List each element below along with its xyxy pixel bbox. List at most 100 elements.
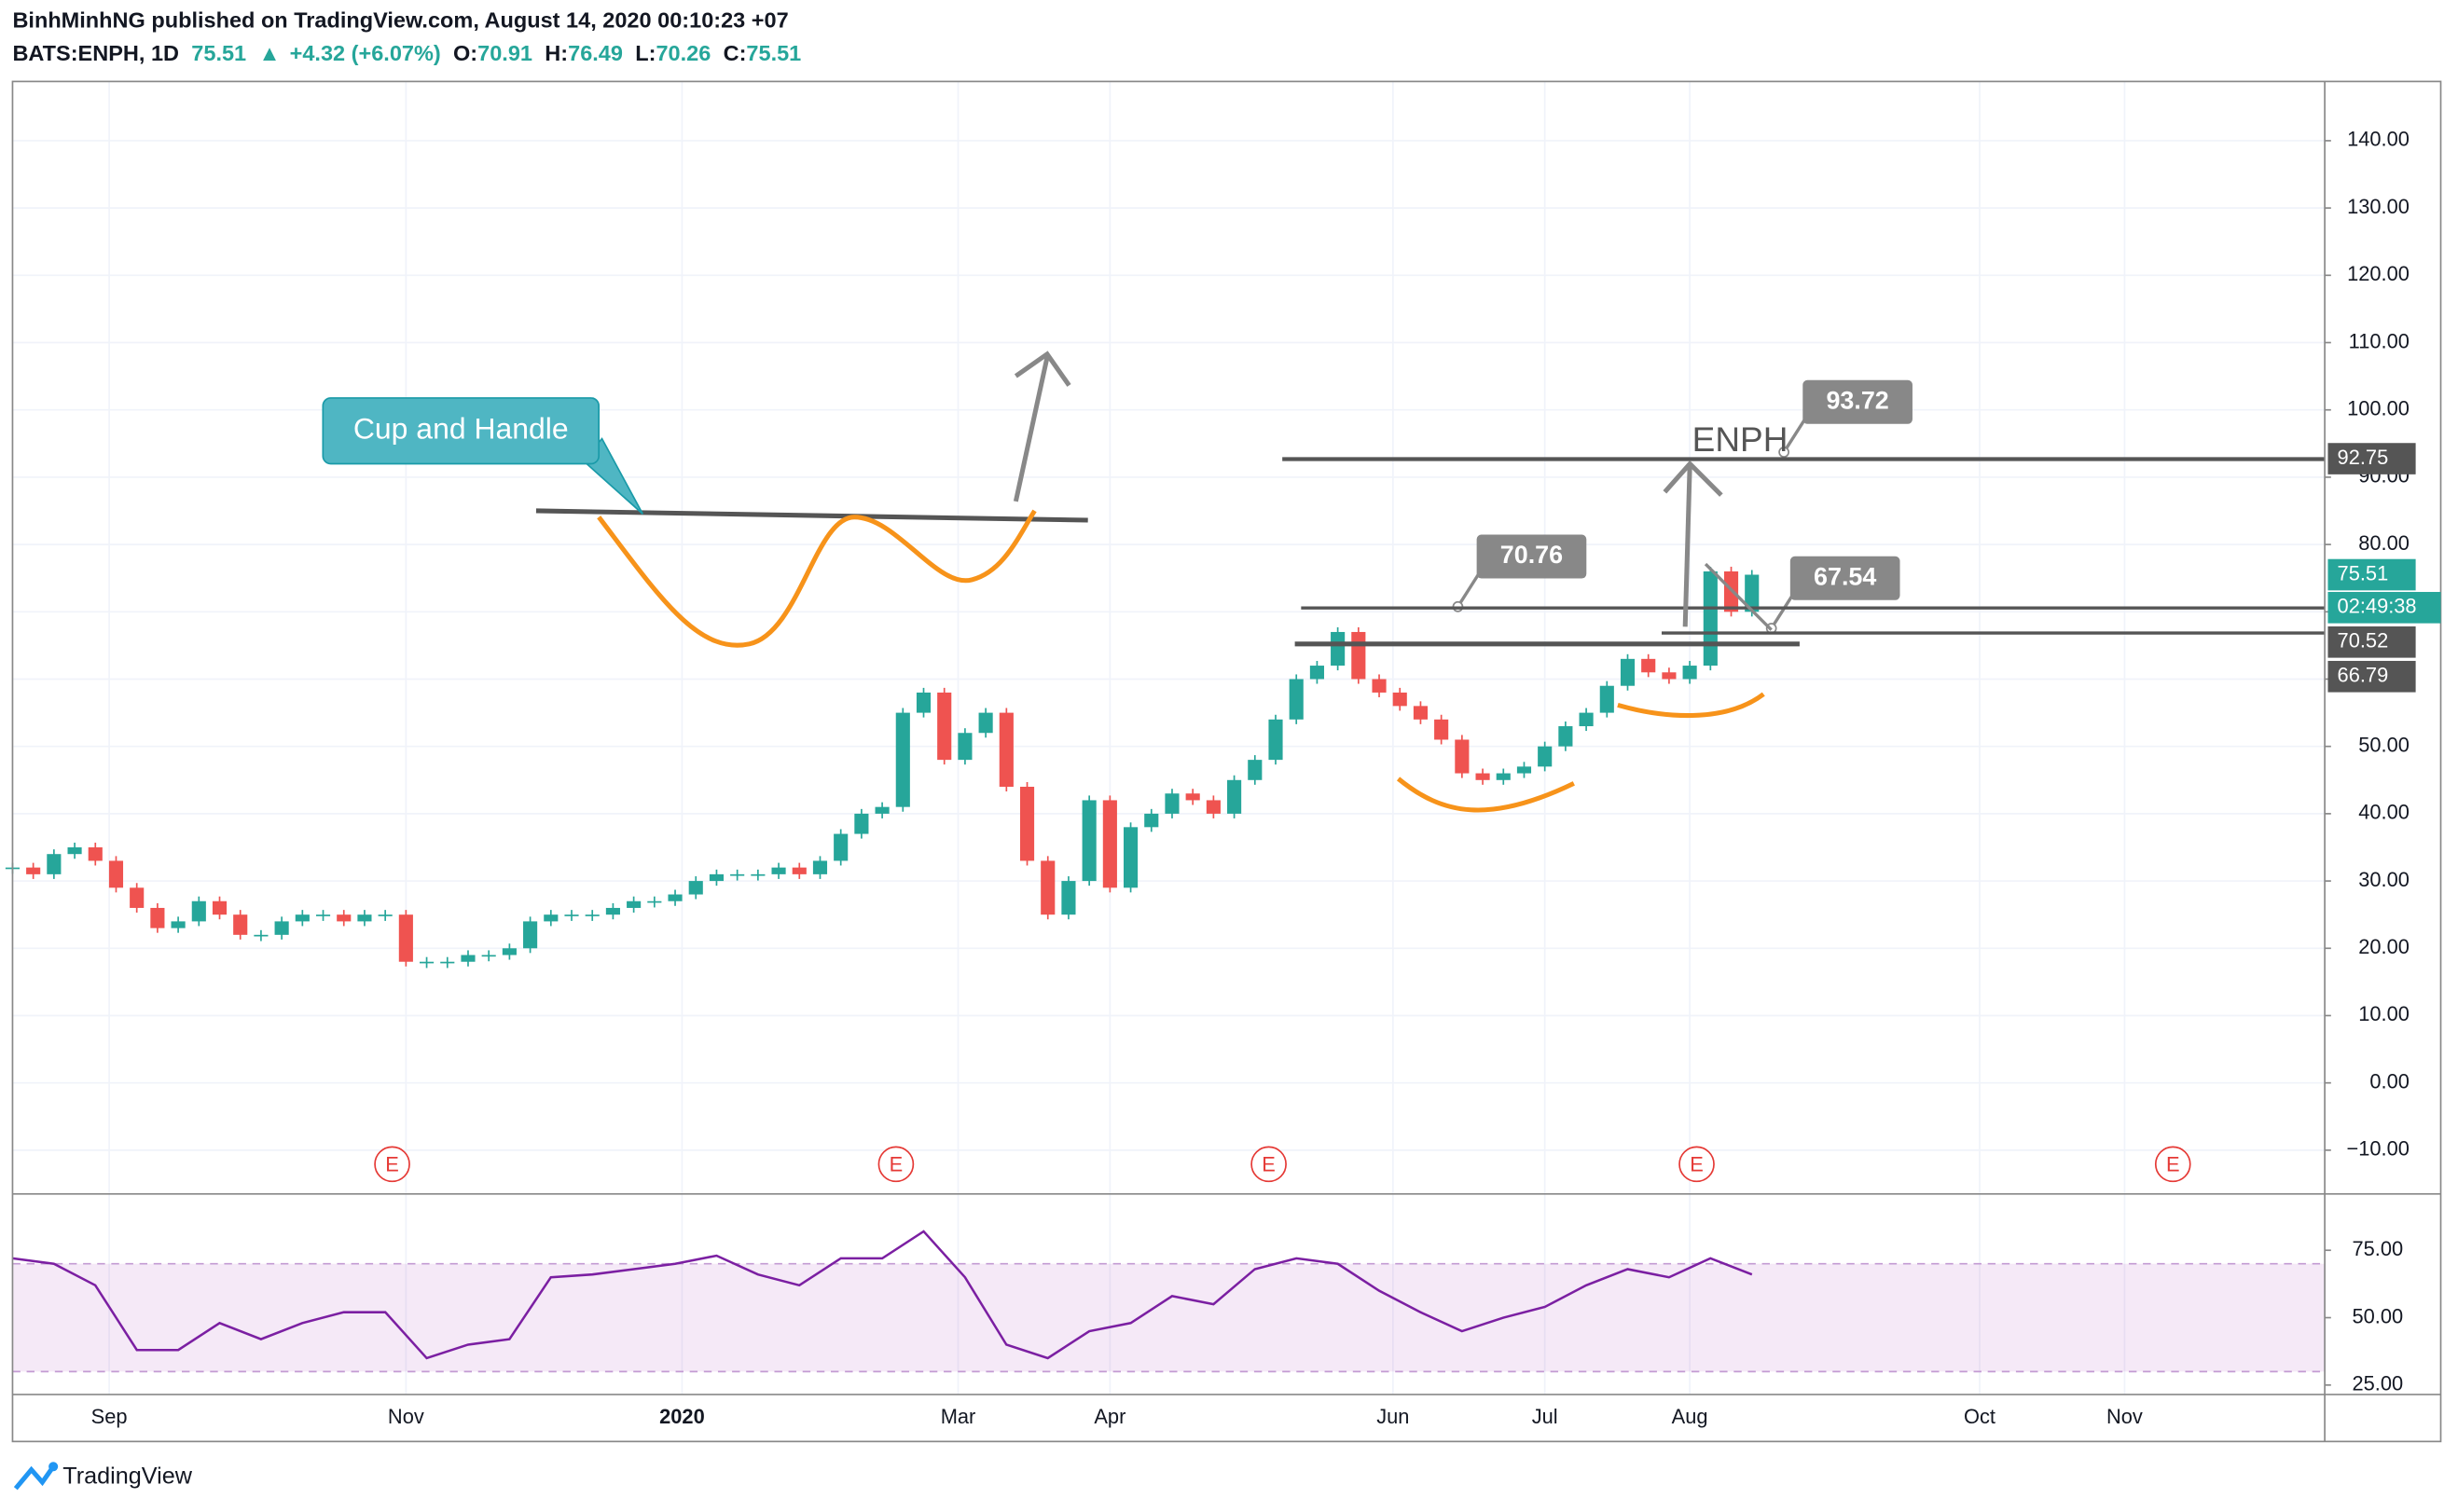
target-arrow [1013,356,1050,502]
candle-body [47,854,62,874]
callout-pointer [1770,593,1795,629]
candle-body [1041,860,1056,915]
ohlc-value: 75.51 [746,41,801,65]
candle-body [1144,813,1159,828]
candle-body [1641,658,1656,673]
y-tick-label: 120.00 [2347,262,2410,285]
change: +4.32 (+6.07%) [290,41,441,65]
candle-body [337,914,352,922]
candle-body [1599,685,1614,713]
grid [12,81,2326,1395]
countdown-box [2327,592,2441,624]
arrow-head [1663,460,1723,497]
plot: E E E E E 93.72 70.76 67.54 [5,379,2191,1360]
candle-body [999,712,1014,788]
y-tick-label: 30.00 [2358,868,2410,891]
symbol: BATS:ENPH, 1D [12,41,179,65]
y-tick-label: 20.00 [2358,935,2410,958]
publisher-line: BinhMinhNG published on TradingView.com,… [12,8,788,33]
y-tick-label: 40.00 [2358,801,2410,824]
callout-label: 67.54 [1814,562,1876,590]
candle-body [1475,773,1490,780]
candle-body [502,948,517,955]
axis-labels: −10.000.0010.0020.0030.0040.0050.0060.00… [91,128,2441,1428]
candle-body [88,846,103,861]
pattern-callout [322,397,601,465]
candle-body [1102,800,1117,888]
candle-body [771,867,786,874]
candle-body [730,873,745,876]
cup-curve [1396,777,1575,813]
price-label-box [2327,625,2416,658]
candle-body [481,955,496,957]
y-tick-label: −10.00 [2346,1137,2409,1161]
candle-body [1682,666,1697,680]
candle-body [274,921,289,935]
logo [13,1462,59,1491]
x-tick-label: Nov [2106,1405,2143,1428]
callout-pointer [1457,570,1482,608]
flag-line [1704,562,1773,631]
callout-label: 70.76 [1500,541,1563,569]
candle-body [605,907,620,915]
earnings-label: E [1262,1152,1276,1175]
rsi-tick-label: 75.00 [2352,1237,2403,1260]
candle-body [1434,719,1449,740]
y-tick-label: 10.00 [2358,1002,2410,1025]
candle-body [1351,631,1366,680]
x-tick-label: Oct [1964,1405,1995,1428]
candle-body [1289,679,1304,720]
candle-body [1372,679,1387,693]
candle-body [171,921,186,928]
cup-curve [597,509,1037,648]
x-tick-label: Jun [1376,1405,1409,1428]
candle-body [1019,787,1035,861]
candle-body [709,873,725,882]
candle-body [1496,773,1511,780]
x-tick-label: Nov [388,1405,424,1428]
candle-body [585,914,600,916]
candle-body [792,867,807,874]
price-label: 66.79 [2338,664,2389,687]
x-tick-label: Sep [91,1405,128,1428]
frame-border [11,80,2442,1443]
y-tick-label: 110.00 [2349,329,2410,352]
candle-body [130,887,145,908]
candle-body [1248,760,1263,780]
earnings-label: E [2166,1152,2180,1175]
candle-body [1516,766,1532,774]
candle-body [647,900,662,903]
pattern-label: Cup and Handle [353,412,569,446]
earnings-marker [1678,1146,1715,1183]
price-label: 70.52 [2338,629,2389,653]
candle-body [440,961,455,964]
earnings-marker [2154,1146,2191,1183]
candle-body [834,833,849,861]
candle-body [212,900,228,915]
candle-body [420,961,435,964]
candle-body [854,813,869,834]
candle-body [1392,692,1407,707]
candle-body [544,914,559,922]
candle-body [461,955,476,962]
countdown: 02:49:38 [2338,595,2417,618]
candle-body [1082,800,1097,882]
ohlc-key: O: [453,41,477,65]
target-arrow [1682,463,1692,627]
candle-body [978,712,993,734]
candle-body [1579,712,1594,727]
candle-body [295,914,310,922]
earnings-label: E [890,1152,904,1175]
x-tick-label: Mar [941,1405,976,1428]
candle-body [916,692,932,713]
candle-body [688,881,703,895]
candle-body [315,914,331,916]
y-tick-label: 140.00 [2347,128,2410,151]
earnings-marker [1250,1146,1287,1183]
earnings-label: E [385,1152,399,1175]
handle-line [535,508,1088,523]
candle-body [958,733,973,761]
callout-box [1476,534,1587,579]
candle-body [108,860,124,888]
